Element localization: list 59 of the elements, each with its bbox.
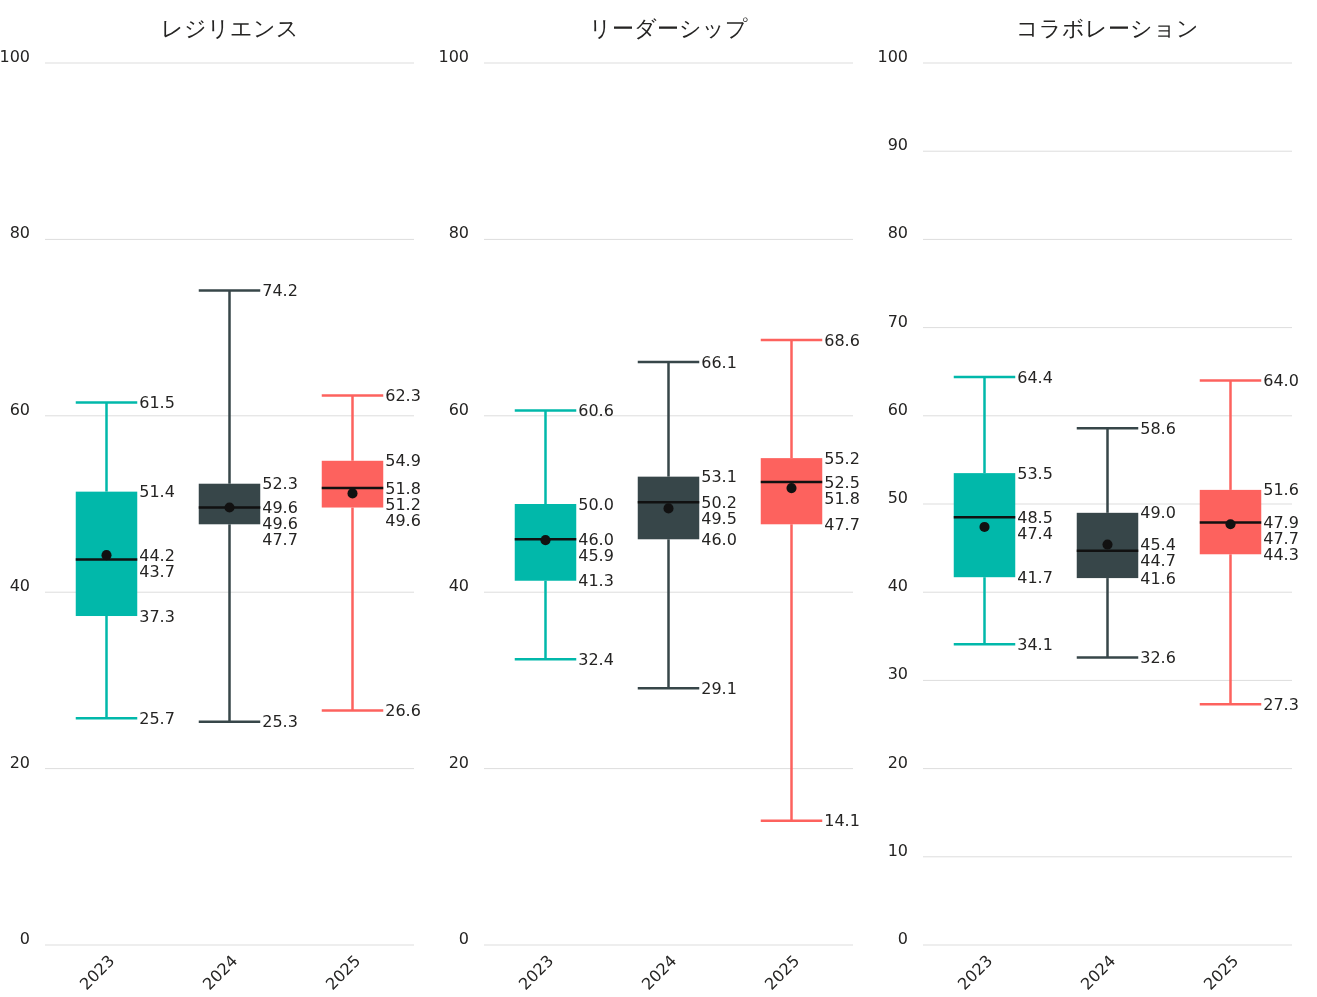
annotation: 52.3 bbox=[262, 474, 298, 494]
y-tick-label: 40 bbox=[9, 576, 30, 596]
annotation: 55.2 bbox=[824, 448, 860, 468]
y-tick-label: 30 bbox=[887, 664, 908, 684]
annotation: 53.5 bbox=[1017, 463, 1053, 483]
y-tick-label: 40 bbox=[887, 576, 908, 596]
y-tick-label: 0 bbox=[19, 928, 30, 948]
annotation: 62.3 bbox=[385, 386, 421, 406]
annotation: 41.7 bbox=[1017, 567, 1053, 587]
y-tick-label: 60 bbox=[9, 399, 30, 419]
y-tick-label: 10 bbox=[887, 840, 908, 860]
annotation: 34.1 bbox=[1017, 634, 1053, 654]
y-tick-label: 100 bbox=[877, 46, 908, 66]
y-tick-label: 80 bbox=[9, 223, 30, 243]
y-tick-label: 100 bbox=[0, 46, 30, 66]
y-tick-label: 60 bbox=[887, 399, 908, 419]
annotation: 27.3 bbox=[1263, 694, 1299, 714]
y-tick-label: 0 bbox=[458, 928, 469, 948]
annotation: 37.3 bbox=[139, 606, 175, 626]
chart-title: リーダーシップ bbox=[589, 16, 748, 41]
annotation: 49.0 bbox=[1140, 503, 1176, 523]
annotation: 58.6 bbox=[1140, 418, 1176, 438]
y-tick-label: 0 bbox=[897, 928, 908, 948]
annotation: 51.6 bbox=[1263, 480, 1299, 500]
annotation: 60.6 bbox=[578, 401, 614, 421]
annotation: 14.1 bbox=[824, 811, 860, 831]
annotation: 41.3 bbox=[578, 571, 614, 591]
annotation: 41.6 bbox=[1140, 568, 1176, 588]
annotation: 53.1 bbox=[701, 467, 737, 487]
y-tick-label: 70 bbox=[887, 311, 908, 331]
annotation: 66.1 bbox=[701, 352, 737, 372]
chart-title: レジリエンス bbox=[160, 16, 299, 41]
annotation: 32.4 bbox=[578, 649, 614, 669]
annotation: 51.4 bbox=[139, 482, 175, 502]
y-tick-label: 20 bbox=[9, 752, 30, 772]
annotation: 74.2 bbox=[262, 281, 298, 301]
annotation: 54.9 bbox=[385, 451, 421, 471]
annotation: 61.5 bbox=[139, 393, 175, 413]
annotation: 26.6 bbox=[385, 700, 421, 720]
y-tick-label: 40 bbox=[448, 576, 469, 596]
chart-title: コラボレーション bbox=[1016, 16, 1199, 41]
y-tick-label: 20 bbox=[448, 752, 469, 772]
annotation: 50.0 bbox=[578, 494, 614, 514]
y-tick-label: 60 bbox=[448, 399, 469, 419]
annotation: 32.6 bbox=[1140, 648, 1176, 668]
annotation: 64.4 bbox=[1017, 367, 1053, 387]
y-tick-label: 20 bbox=[887, 752, 908, 772]
y-tick-label: 90 bbox=[887, 135, 908, 155]
y-tick-label: 50 bbox=[887, 487, 908, 507]
annotation: 29.1 bbox=[701, 678, 737, 698]
y-tick-label: 80 bbox=[887, 223, 908, 243]
y-tick-label: 100 bbox=[438, 46, 469, 66]
annotation: 25.7 bbox=[139, 708, 175, 728]
annotation: 25.3 bbox=[262, 712, 298, 732]
annotation: 46.0 bbox=[701, 529, 737, 549]
y-tick-label: 80 bbox=[448, 223, 469, 243]
annotation: 68.6 bbox=[824, 330, 860, 350]
annotation: 64.0 bbox=[1263, 371, 1299, 391]
annotation: 47.7 bbox=[824, 514, 860, 534]
